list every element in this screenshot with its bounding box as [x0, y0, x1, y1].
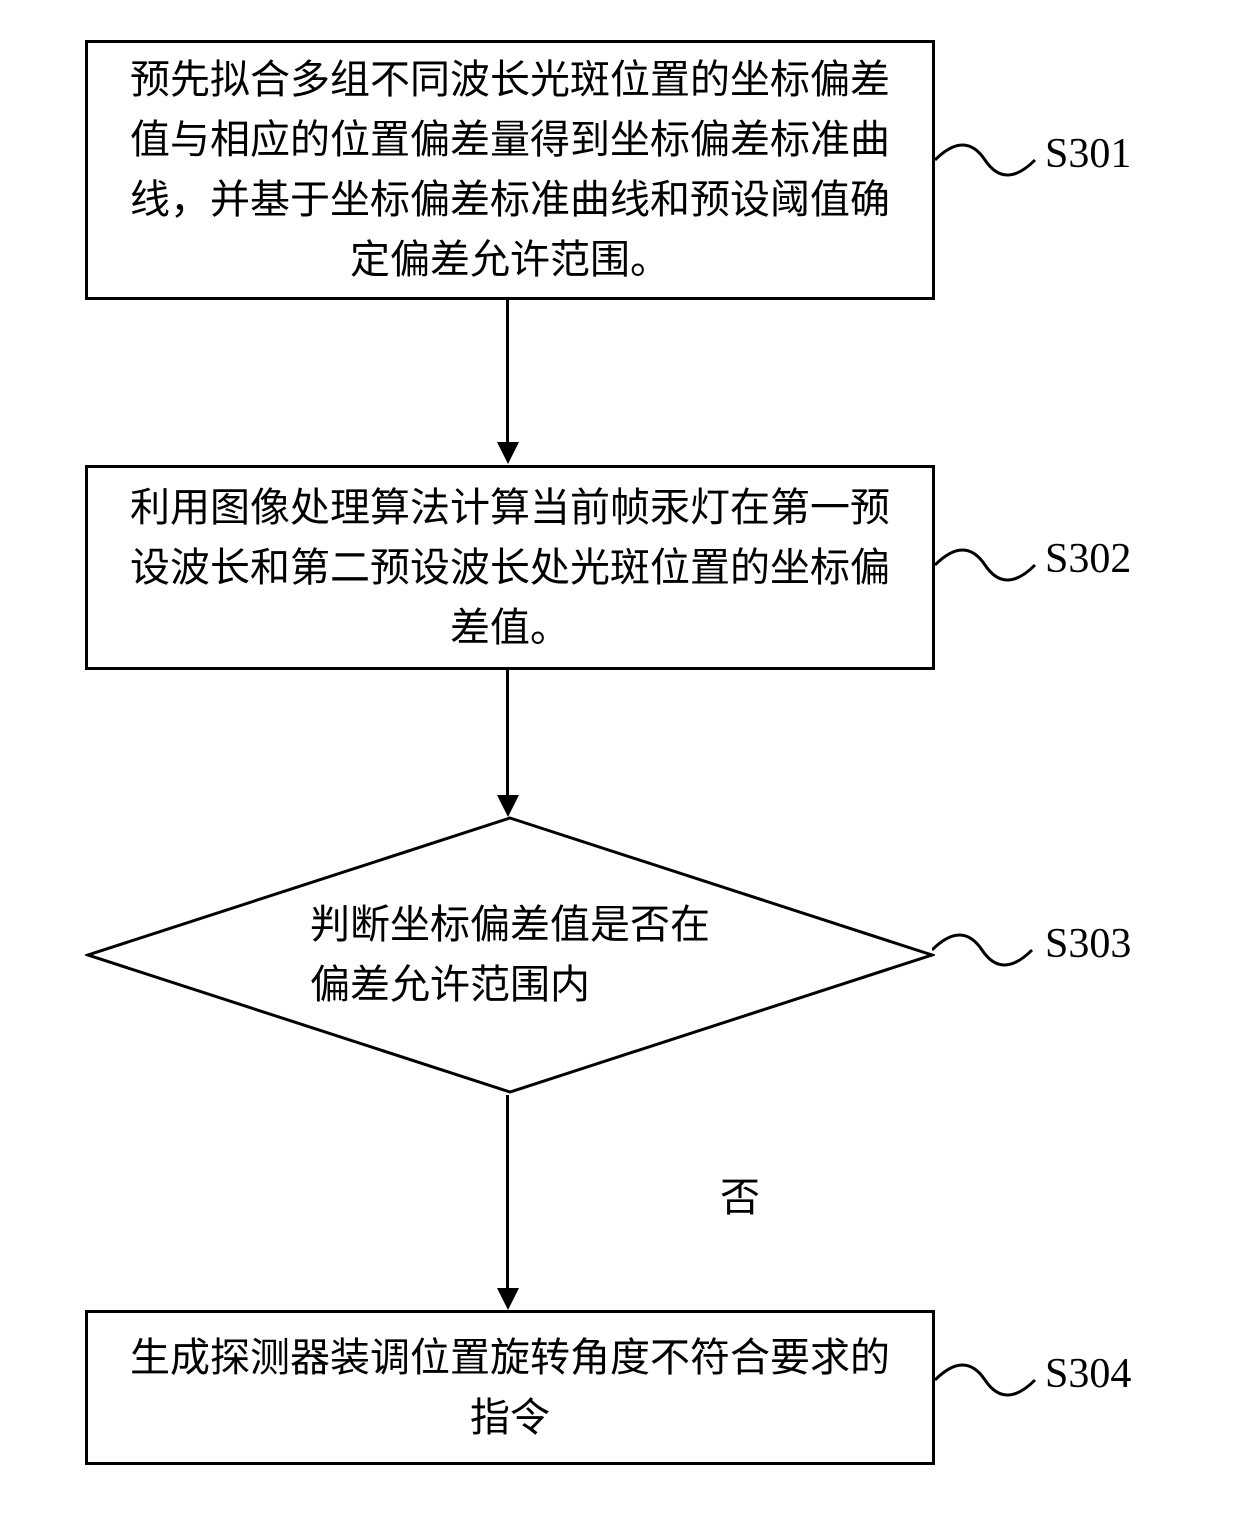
connector-squiggle-s304 — [935, 1350, 1045, 1410]
step-label-s301: S301 — [1045, 130, 1131, 178]
arrow-head-3 — [497, 1288, 519, 1310]
step-label-s304: S304 — [1045, 1350, 1131, 1398]
decision-text-container: 判断坐标偏差值是否在偏差允许范围内 — [85, 815, 935, 1095]
process-box-s301: 预先拟合多组不同波长光斑位置的坐标偏差值与相应的位置偏差量得到坐标偏差标准曲线，… — [85, 40, 935, 300]
flowchart-container: 预先拟合多组不同波长光斑位置的坐标偏差值与相应的位置偏差量得到坐标偏差标准曲线，… — [0, 0, 1240, 1535]
arrow-head-1 — [497, 442, 519, 464]
process-box-s304: 生成探测器装调位置旋转角度不符合要求的指令 — [85, 1310, 935, 1465]
decision-line1: 判断坐标偏差值是否在偏差允许范围内 — [310, 895, 710, 1015]
step-label-s302: S302 — [1045, 535, 1131, 583]
process-text-s302: 利用图像处理算法计算当前帧汞灯在第一预设波长和第二预设波长处光斑位置的坐标偏差值… — [118, 478, 902, 658]
connector-squiggle-s303 — [932, 920, 1042, 980]
edge-label-no: 否 — [720, 1165, 760, 1223]
arrow-head-2 — [497, 795, 519, 817]
arrow-line-1 — [506, 300, 509, 442]
process-box-s302: 利用图像处理算法计算当前帧汞灯在第一预设波长和第二预设波长处光斑位置的坐标偏差值… — [85, 465, 935, 670]
connector-squiggle-s302 — [935, 535, 1045, 595]
process-text-s301: 预先拟合多组不同波长光斑位置的坐标偏差值与相应的位置偏差量得到坐标偏差标准曲线，… — [118, 50, 902, 290]
arrow-line-3 — [506, 1095, 509, 1290]
connector-squiggle-s301 — [935, 130, 1045, 190]
step-label-s303: S303 — [1045, 920, 1131, 968]
decision-text-s303: 判断坐标偏差值是否在偏差允许范围内 — [310, 895, 710, 1015]
arrow-line-2 — [506, 670, 509, 797]
process-text-s304: 生成探测器装调位置旋转角度不符合要求的指令 — [118, 1328, 902, 1448]
